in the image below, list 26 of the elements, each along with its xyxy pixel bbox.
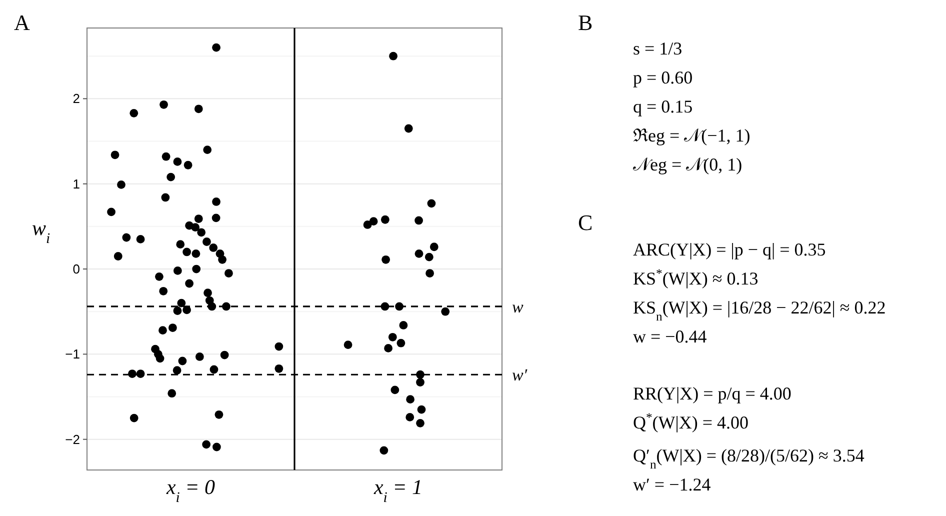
y-tick-label: −1 [65, 346, 80, 362]
ref-line-label: w [512, 297, 524, 316]
text: p = 0.60 [633, 67, 693, 88]
x-tick-label: x$_{i}$ = 1 [372, 475, 423, 506]
text: Q$^{*}$(W|X) = 4.00 [633, 410, 749, 432]
text: ℜeg = 𝒩(−1, 1) [633, 125, 750, 146]
text: w = −0.44 [633, 326, 707, 346]
text: KS$_{n}$(W|X) = |16/28 − 22/62| ≈ 0.22 [633, 297, 886, 324]
text: Q′$_{n}$(W|X) = (8/28)/(5/62) ≈ 3.54 [633, 445, 864, 472]
text: C [578, 210, 593, 235]
y-tick-label: 0 [72, 262, 80, 277]
chart-title: A [14, 10, 30, 35]
text: w′ = −1.24 [633, 474, 711, 494]
y-axis-title: w$_{i}$ [32, 216, 50, 247]
text: KS$^{*}$(W|X) ≈ 0.13 [633, 266, 758, 288]
ref-line-label: w′ [512, 366, 528, 385]
text: B [578, 10, 593, 35]
x-tick-label: x$_{i}$ = 0 [165, 475, 216, 506]
y-tick-label: 1 [72, 176, 80, 192]
y-tick-label: 2 [72, 91, 80, 106]
text: RR(Y|X) = p/q = 4.00 [633, 383, 792, 404]
text: 𝒩eg = 𝒩(0, 1) [633, 154, 742, 174]
text: ARC(Y|X) = |p − q| = 0.35 [633, 239, 826, 260]
text: s = 1/3 [633, 38, 682, 58]
text: q = 0.15 [633, 96, 693, 116]
y-tick-label: −2 [65, 432, 80, 447]
